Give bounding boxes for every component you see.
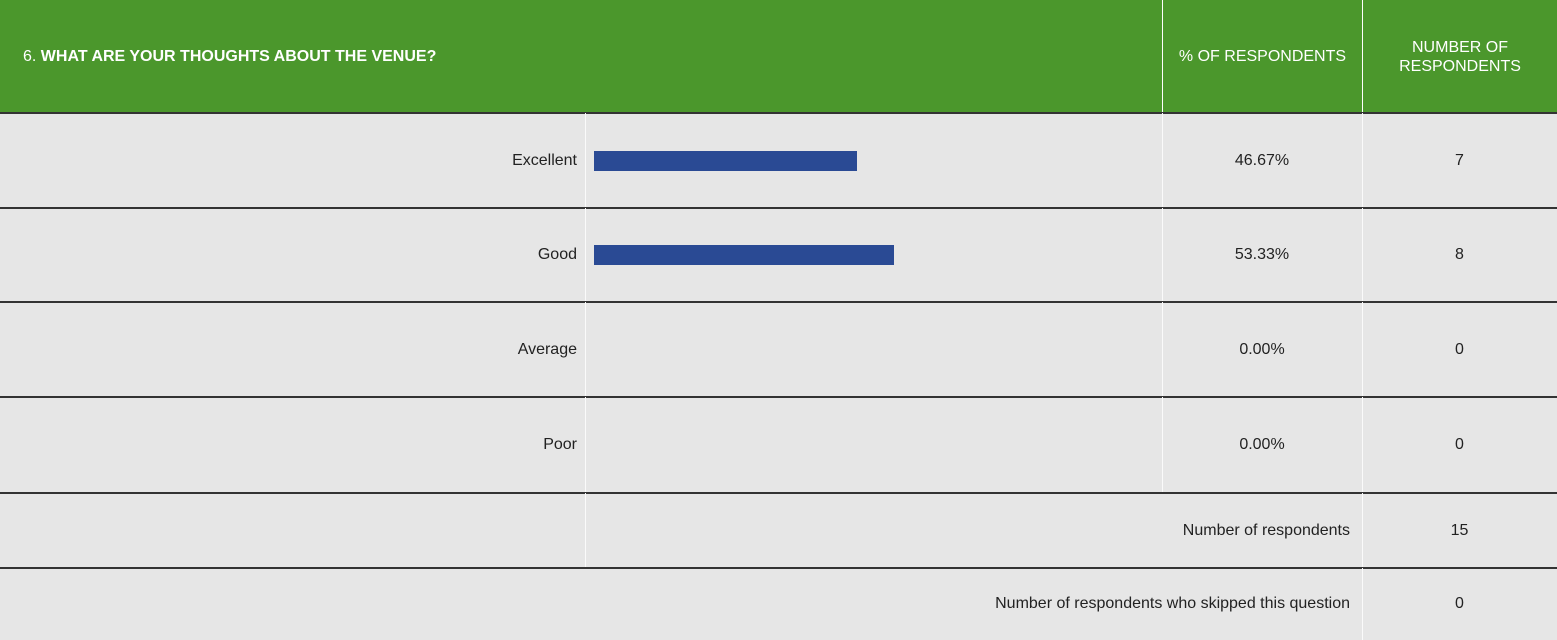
percent-bar	[594, 150, 857, 171]
answer-label: Poor	[543, 436, 577, 453]
answer-label: Excellent	[512, 151, 577, 169]
count-value: 0	[1455, 436, 1464, 453]
question-title: WHAT ARE YOUR THOUGHTS ABOUT THE VENUE?	[40, 47, 437, 65]
question-header: 6. WHAT ARE YOUR THOUGHTS ABOUT THE VENU…	[0, 0, 1162, 113]
col-divider	[1362, 397, 1363, 493]
summary-label: Number of respondents who skipped this q…	[995, 595, 1350, 612]
row-divider	[0, 396, 1557, 398]
row-divider	[0, 207, 1557, 209]
answer-label: Good	[537, 246, 577, 263]
col-divider	[1362, 493, 1363, 568]
col-divider	[1162, 397, 1163, 493]
col-divider	[585, 302, 586, 397]
column-header: NUMBER OF RESPONDENTS	[1362, 0, 1557, 113]
row-divider	[0, 112, 1557, 114]
col-divider	[585, 113, 586, 208]
answer-label: Average	[517, 340, 577, 358]
col-divider	[1162, 302, 1163, 397]
percent-value: 53.33%	[1234, 246, 1290, 263]
col-divider	[1162, 208, 1163, 302]
summary-label: Number of respondents	[1182, 521, 1350, 539]
col-divider	[1162, 113, 1163, 208]
summary-count: 0	[1455, 595, 1464, 612]
col-divider	[1362, 302, 1363, 397]
col-divider	[1362, 208, 1363, 302]
count-value: 0	[1455, 340, 1464, 358]
summary-count: 15	[1450, 521, 1469, 539]
row-divider	[0, 301, 1557, 303]
col-divider	[1362, 568, 1363, 640]
col-divider	[585, 493, 586, 568]
percent-bar	[594, 245, 895, 265]
count-value: 8	[1455, 246, 1464, 263]
row-divider	[0, 492, 1557, 494]
question-number: 6.	[23, 47, 37, 65]
percent-value: 0.00%	[1239, 436, 1285, 453]
count-value: 7	[1455, 151, 1464, 169]
percent-value: 0.00%	[1239, 340, 1285, 358]
percent-value: 46.67%	[1234, 151, 1290, 169]
col-divider	[585, 397, 586, 493]
col-divider	[1362, 113, 1363, 208]
col-divider	[585, 208, 586, 302]
column-header: % OF RESPONDENTS	[1162, 0, 1362, 113]
row-divider	[0, 567, 1557, 569]
